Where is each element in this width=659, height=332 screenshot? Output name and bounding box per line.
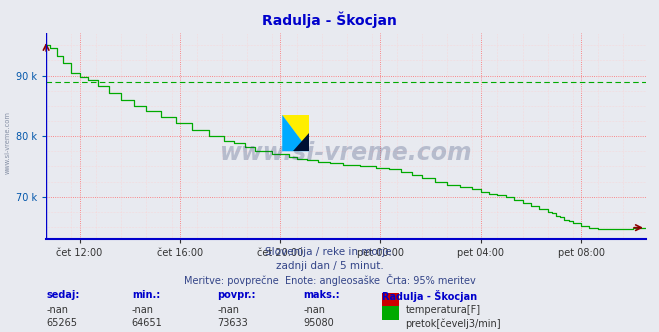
Text: Radulja - Škocjan: Radulja - Škocjan	[382, 290, 477, 302]
Text: zadnji dan / 5 minut.: zadnji dan / 5 minut.	[275, 261, 384, 271]
Text: pretok[čevelj3/min]: pretok[čevelj3/min]	[405, 318, 501, 329]
Text: temperatura[F]: temperatura[F]	[405, 305, 480, 315]
Text: Meritve: povprečne  Enote: angleosaške  Črta: 95% meritev: Meritve: povprečne Enote: angleosaške Čr…	[184, 274, 475, 286]
Text: 64651: 64651	[132, 318, 163, 328]
Polygon shape	[293, 133, 310, 151]
Text: 73633: 73633	[217, 318, 248, 328]
Text: sedaj:: sedaj:	[46, 290, 80, 300]
Text: www.si-vreme.com: www.si-vreme.com	[219, 140, 473, 165]
Text: -nan: -nan	[132, 305, 154, 315]
Text: -nan: -nan	[46, 305, 68, 315]
Polygon shape	[282, 115, 310, 151]
Text: -nan: -nan	[303, 305, 325, 315]
Polygon shape	[282, 115, 310, 151]
Text: Slovenija / reke in morje.: Slovenija / reke in morje.	[264, 247, 395, 257]
Text: www.si-vreme.com: www.si-vreme.com	[5, 111, 11, 174]
Text: -nan: -nan	[217, 305, 239, 315]
Text: 65265: 65265	[46, 318, 77, 328]
Text: min.:: min.:	[132, 290, 160, 300]
Text: povpr.:: povpr.:	[217, 290, 256, 300]
Text: maks.:: maks.:	[303, 290, 340, 300]
Text: 95080: 95080	[303, 318, 334, 328]
Text: Radulja - Škocjan: Radulja - Škocjan	[262, 12, 397, 28]
